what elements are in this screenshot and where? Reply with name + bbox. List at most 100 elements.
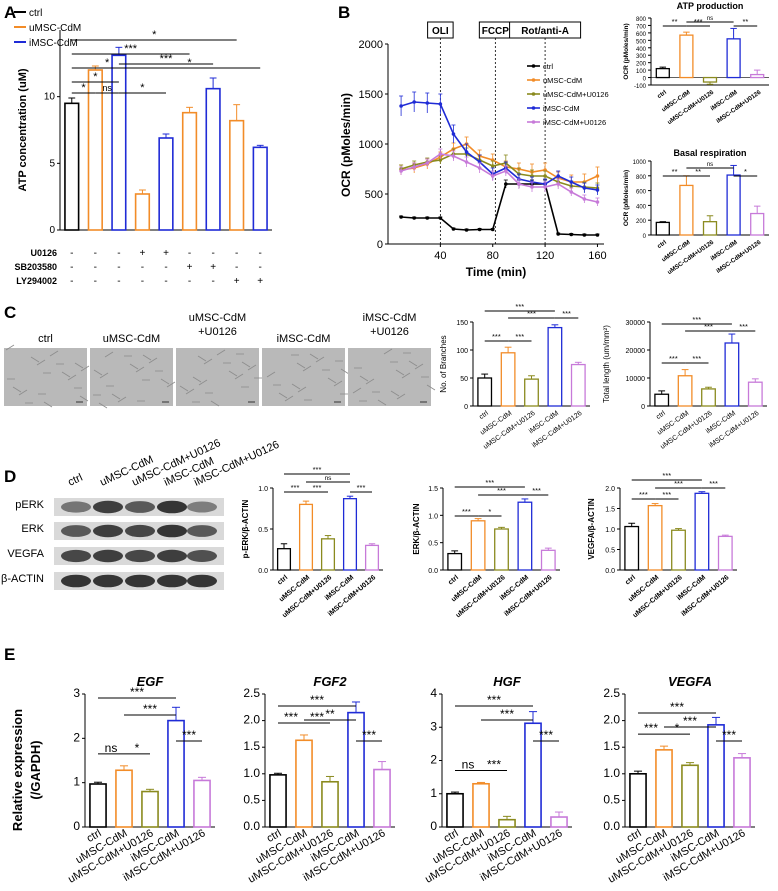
B-legend-marker — [531, 120, 536, 124]
chart-D-ERK: 0.00.51.01.5ctrluMSC-CdMuMSC-CdM+U0126iM… — [412, 486, 560, 619]
bar — [364, 544, 380, 571]
x-tick-label: iMSC-CdM+U0126 — [715, 239, 763, 275]
treatment-sign: - — [164, 262, 167, 273]
treatment-sign: - — [188, 248, 191, 259]
sigD4-label: ns — [325, 475, 333, 482]
C-micrograph — [262, 348, 350, 406]
bar — [655, 67, 670, 79]
C-texture — [79, 395, 89, 402]
C-texture — [333, 380, 343, 387]
B-point — [569, 190, 574, 194]
panel-letter-B: B — [338, 3, 350, 22]
bar — [517, 501, 533, 571]
sigD14-label: *** — [674, 479, 683, 488]
y-tick-label: 100 — [456, 348, 468, 355]
y-tick-label: 2.0 — [605, 486, 615, 493]
B-legend-label: iMSC-CdM+U0126 — [543, 118, 606, 127]
C-texture — [61, 371, 71, 378]
x-tick-label: ctrl — [624, 574, 637, 586]
D-blot-label: ERK — [21, 523, 44, 535]
y-tick-label: 20000 — [626, 348, 646, 355]
C-micrograph-bg — [348, 348, 431, 406]
bar — [470, 520, 486, 571]
treatment-sign: - — [235, 262, 238, 273]
bar — [671, 529, 686, 571]
C-image-label: iMSC-CdM — [363, 312, 417, 324]
B-xlabel: Time (min) — [466, 265, 526, 279]
sigE-b-label: *** — [487, 757, 501, 771]
treatment-sign: - — [188, 276, 191, 287]
bar — [679, 184, 694, 236]
y-tick-label: 2 — [430, 753, 437, 767]
B-point — [556, 182, 560, 186]
bar — [269, 774, 287, 828]
y-tick-label: 150 — [456, 320, 468, 327]
D-lane-label: ctrl — [66, 472, 84, 489]
bar — [681, 764, 699, 828]
sigD10-label: *** — [532, 486, 541, 495]
legend-label: uMSC-CdM — [29, 23, 81, 34]
B-point — [556, 232, 560, 236]
D-band — [157, 500, 187, 514]
y-tick-label: 100 — [636, 69, 647, 75]
x-tick-label: ctrl — [447, 574, 460, 586]
B-point — [451, 154, 456, 158]
B-point — [399, 215, 403, 219]
sigD3-label: *** — [313, 465, 322, 474]
bar — [252, 146, 268, 231]
sigD15-label: *** — [709, 479, 718, 488]
D-band — [93, 549, 123, 563]
sigE-top-label: *** — [500, 707, 514, 721]
C-texture — [135, 366, 145, 373]
treatment-sign: + — [140, 248, 146, 259]
y-tick-label: 0.5 — [258, 527, 268, 534]
y-tick-label: 5 — [49, 158, 55, 169]
D-blot-label: pERK — [15, 499, 44, 511]
sigD9-label: *** — [497, 486, 506, 495]
B-point — [425, 101, 430, 105]
y-tick-label: 1.5 — [603, 739, 620, 753]
bar — [733, 757, 751, 828]
B-point — [477, 166, 482, 170]
bar — [717, 535, 733, 571]
B-series-3 — [400, 101, 598, 191]
C-texture — [395, 369, 405, 376]
sigE-top-label: *** — [487, 693, 501, 707]
treatment-sign: + — [187, 262, 193, 273]
B-injection-label: Rot/anti-A — [521, 26, 569, 37]
chart-B-Basal: 02004006008001000ctrluMSC-CdMuMSC-CdM+U0… — [623, 160, 769, 276]
y-tick-label: 0 — [641, 404, 645, 411]
bar — [679, 34, 694, 79]
bar — [320, 538, 336, 571]
bar — [702, 221, 718, 236]
bar — [524, 378, 539, 407]
y-tick-label: 800 — [636, 17, 647, 23]
C-texture — [414, 363, 424, 370]
bar — [624, 525, 640, 571]
C-texture — [284, 395, 294, 402]
C-image-label: uMSC-CdM — [189, 312, 246, 324]
bar — [472, 782, 490, 828]
y-tick-label: 1 — [430, 786, 437, 800]
B-point — [582, 197, 587, 201]
sigB6-label: ** — [695, 167, 701, 176]
C-texture — [352, 387, 362, 394]
C-texture — [93, 369, 103, 376]
B-point — [569, 180, 574, 184]
sigB4-label: ** — [742, 17, 748, 26]
y-tick-label: 1.5 — [428, 486, 438, 493]
B-point — [477, 227, 482, 232]
C-micrograph-bg — [4, 348, 87, 406]
B-point — [412, 100, 416, 104]
y-axis-label: No. of Branches — [439, 335, 448, 392]
C-texture — [340, 368, 350, 375]
B-point — [582, 186, 587, 190]
sigD7-label: * — [488, 507, 491, 516]
C-image-label: +U0126 — [370, 326, 409, 338]
bar — [64, 102, 80, 231]
bar — [547, 326, 563, 407]
y-axis-label: OCR (pMoles/min) — [623, 170, 630, 226]
C-texture — [192, 376, 202, 383]
sigA2-label: *** — [124, 43, 138, 55]
sigA7-label: *** — [160, 53, 174, 65]
